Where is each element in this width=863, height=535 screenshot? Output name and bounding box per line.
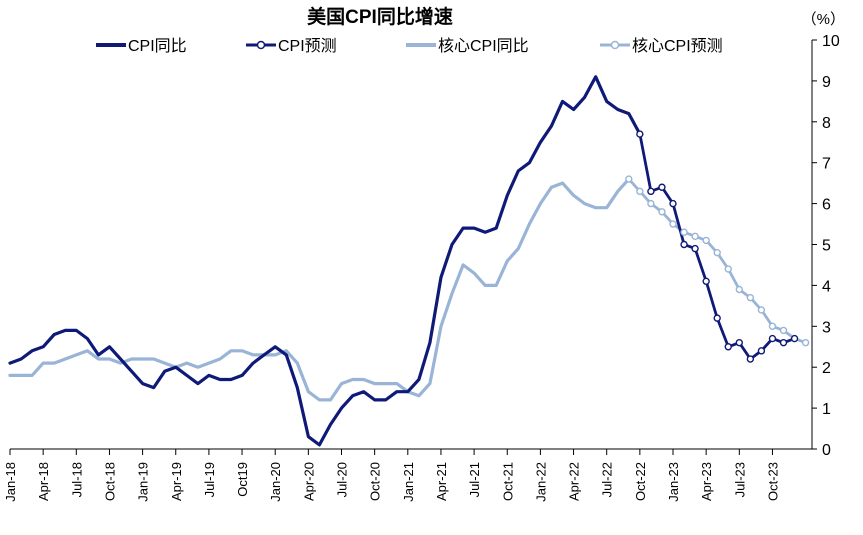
x-tick-label: Apr-19 <box>169 462 184 501</box>
data-point-cpi-forecast <box>790 334 799 343</box>
legend-label-core-cpi: 核心CPI同比 <box>438 37 529 55</box>
data-point-core-cpi-forecast <box>724 265 732 273</box>
x-tick-label: Jul-18 <box>69 462 84 497</box>
y-tick-label: 5 <box>822 238 831 255</box>
data-point-core-cpi-forecast <box>702 236 710 245</box>
x-tick-label: Jul-23 <box>732 462 747 497</box>
x-tick-label: Apr-20 <box>301 462 316 501</box>
data-point-core-cpi-forecast <box>669 220 677 228</box>
data-point-cpi-forecast <box>768 334 777 343</box>
x-tick-label: Jan-22 <box>533 462 548 502</box>
y-tick-label: 10 <box>822 33 840 50</box>
x-tick-label: Jan-18 <box>3 462 18 502</box>
x-axis: Jan-18 Apr-18 Jul-18 Oct-18 Jan-19 Apr-19 Jul-… <box>3 449 780 502</box>
data-point-cpi-forecast <box>724 343 732 351</box>
legend-label-core-cpi-forecast: 核心CPI预测 <box>632 37 723 55</box>
x-tick-label: Jan-21 <box>401 462 416 502</box>
x-tick-label: Apr-18 <box>36 462 51 501</box>
x-tick-label: Apr-22 <box>567 462 582 501</box>
y-tick-label: 3 <box>822 319 831 336</box>
data-point-core-cpi-forecast <box>757 306 766 314</box>
data-point-core-cpi-forecast <box>713 248 721 257</box>
y-axis: 0 1 2 3 4 5 6 7 8 9 10 <box>812 33 840 459</box>
data-point-core-cpi-forecast <box>647 199 655 208</box>
data-point-core-cpi-forecast <box>746 293 755 302</box>
data-point-core-cpi-forecast <box>691 232 699 241</box>
data-point-cpi-forecast <box>735 338 743 347</box>
series-markers <box>625 130 810 363</box>
data-point-core-cpi-forecast <box>680 228 688 236</box>
x-tick-label: Oct-22 <box>633 462 648 501</box>
x-tick-label: Apr-23 <box>699 462 714 501</box>
legend-item-cpi: CPI同比 <box>96 37 187 55</box>
data-point-cpi-forecast <box>702 277 710 286</box>
series-lines <box>8 75 807 447</box>
data-point-cpi-forecast <box>746 355 755 363</box>
x-tick-label: Jul-22 <box>600 462 615 497</box>
x-tick-label: Jan-23 <box>666 462 681 502</box>
legend-item-core-cpi: 核心CPI同比 <box>406 37 529 55</box>
chart-title: 美国CPI同比增速 <box>307 5 453 28</box>
y-tick-label: 8 <box>822 115 831 132</box>
data-point-cpi-forecast <box>713 314 721 322</box>
series-line-cpi <box>8 75 642 447</box>
data-point-cpi-forecast <box>680 240 688 249</box>
x-tick-label: Oct-18 <box>102 462 117 501</box>
x-tick-label: Jan-19 <box>136 462 151 502</box>
data-point-core-cpi-forecast <box>779 326 788 335</box>
data-point-cpi-forecast <box>658 183 666 191</box>
series-line-core-cpi <box>8 177 631 402</box>
data-point-cpi-forecast <box>636 130 644 138</box>
y-tick-label: 4 <box>822 278 831 295</box>
data-point-core-cpi-forecast <box>801 338 810 347</box>
data-point-cpi-forecast <box>669 199 677 208</box>
data-point-core-cpi-forecast <box>768 322 777 330</box>
x-tick-label: Jul-21 <box>467 462 482 497</box>
x-tick-label: Oct-20 <box>368 462 383 501</box>
x-tick-label: Apr-21 <box>434 462 449 501</box>
y-tick-label: 2 <box>822 360 831 377</box>
x-tick-label: Jul-19 <box>202 462 217 497</box>
x-tick-label: Oct-23 <box>765 462 780 501</box>
x-tick-label: Jan-20 <box>268 462 283 502</box>
y-tick-label: 6 <box>822 197 831 214</box>
legend-label-cpi-forecast: CPI预测 <box>278 37 337 55</box>
x-tick-label: Oct-21 <box>500 462 515 501</box>
y-tick-label: 9 <box>822 74 831 91</box>
x-tick-label: Jul-20 <box>335 462 350 497</box>
legend-label-cpi: CPI同比 <box>128 37 187 55</box>
data-point-cpi-forecast <box>757 347 766 355</box>
data-point-cpi-forecast <box>647 187 655 196</box>
data-point-core-cpi-forecast <box>658 208 666 216</box>
legend-item-core-cpi-forecast: 核心CPI预测 <box>600 37 723 55</box>
legend: CPI同比 CPI预测 核心CPI同比 核心CPI预测 <box>96 37 723 55</box>
y-tick-label: 0 <box>822 442 831 459</box>
y-tick-label: 7 <box>822 156 831 173</box>
data-point-core-cpi-forecast <box>625 175 633 183</box>
x-tick-label: Oct19 <box>235 462 250 497</box>
legend-item-cpi-forecast: CPI预测 <box>246 37 337 55</box>
data-point-cpi-forecast <box>779 338 788 347</box>
data-point-core-cpi-forecast <box>735 285 743 294</box>
data-point-core-cpi-forecast <box>636 187 644 196</box>
unit-label: （%） <box>802 11 845 28</box>
y-tick-label: 1 <box>822 401 831 418</box>
data-point-cpi-forecast <box>691 244 699 253</box>
